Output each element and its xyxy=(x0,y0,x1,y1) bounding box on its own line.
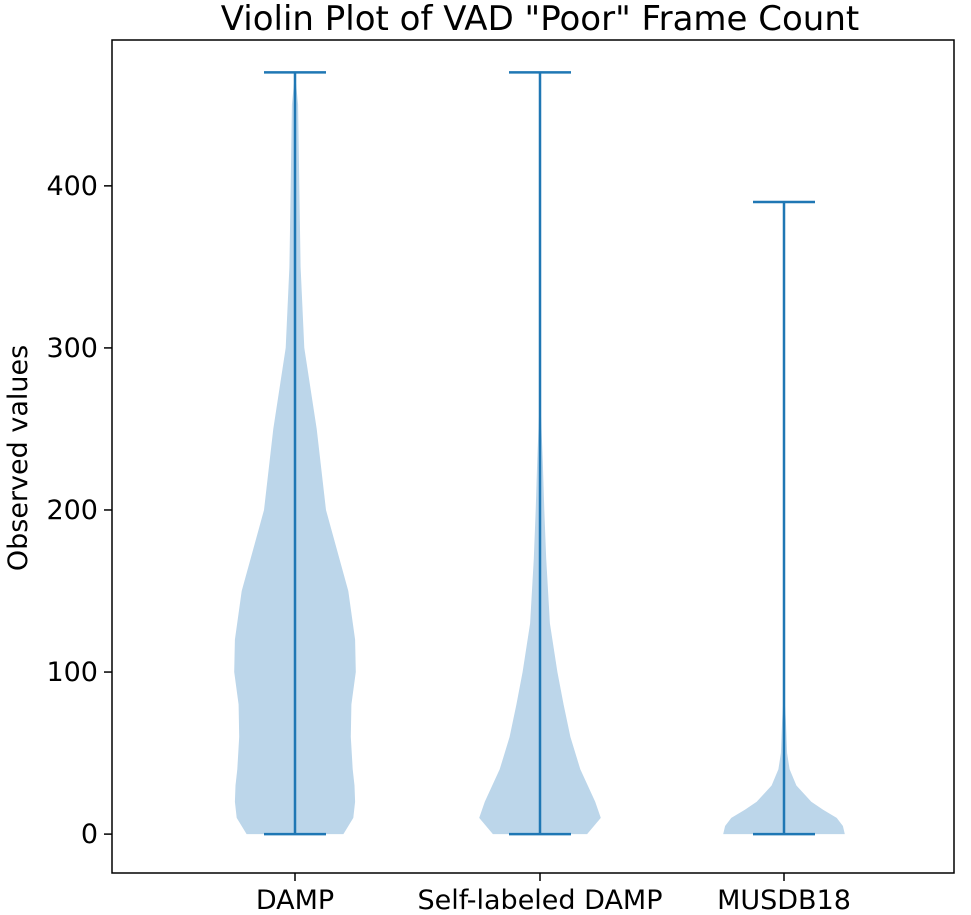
y-tick-label: 400 xyxy=(46,171,98,202)
chart-title: Violin Plot of VAD "Poor" Frame Count xyxy=(221,0,859,39)
ticks-layer: DAMP Self-labeled DAMP MUSDB18 0 100 200 300 40… xyxy=(46,171,850,915)
y-tick-label: 0 xyxy=(81,819,98,850)
x-tick-label: Self-labeled DAMP xyxy=(417,885,662,915)
y-tick-label: 200 xyxy=(46,495,98,526)
y-tick-label: 100 xyxy=(46,657,98,688)
x-tick-label: DAMP xyxy=(256,885,334,915)
x-tick-label: MUSDB18 xyxy=(717,885,851,915)
violins-layer xyxy=(234,71,845,836)
plot-frame xyxy=(111,39,955,874)
y-tick-label: 300 xyxy=(46,333,98,364)
y-axis-label: Observed values xyxy=(3,345,34,571)
